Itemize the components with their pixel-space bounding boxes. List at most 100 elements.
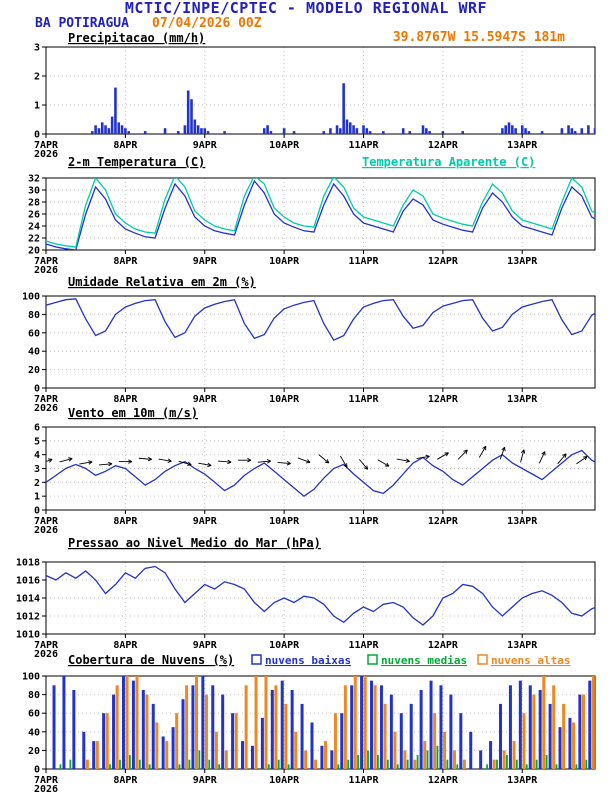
cloud-bar bbox=[224, 750, 228, 769]
wind-barb bbox=[138, 457, 152, 460]
x-tick-label: 9APR bbox=[193, 394, 218, 405]
x-tick-label: 8APR bbox=[113, 394, 138, 405]
cloud-bar bbox=[535, 759, 538, 769]
wind-barb-head bbox=[108, 461, 113, 465]
cloud-bar bbox=[185, 685, 189, 769]
wind-barb bbox=[59, 458, 73, 463]
precip-bar bbox=[352, 125, 355, 134]
wind-barb bbox=[538, 451, 546, 464]
wind-barb-head bbox=[247, 457, 252, 461]
wind-barb-head bbox=[207, 465, 212, 468]
x-year-label: 2026 bbox=[34, 149, 58, 160]
wind-barb-head bbox=[68, 457, 73, 459]
wind-barb bbox=[478, 446, 487, 458]
x-tick-label: 7APR bbox=[34, 394, 59, 405]
wind-barb-head bbox=[520, 449, 525, 454]
precip-bar bbox=[580, 128, 584, 134]
cloud-bar bbox=[211, 685, 215, 769]
cloud-bar bbox=[508, 685, 512, 769]
y-tick-label: 1018 bbox=[16, 558, 40, 569]
cloud-bar bbox=[581, 694, 585, 769]
cloud-bar bbox=[254, 676, 258, 769]
precip-bar bbox=[382, 131, 385, 134]
precip-bar bbox=[203, 128, 207, 134]
cloud-bar bbox=[214, 731, 218, 769]
precip-bar bbox=[524, 128, 527, 134]
x-tick-label: 12APR bbox=[428, 640, 459, 651]
cloud-bar bbox=[95, 741, 99, 769]
run-datetime: 07/04/2026 00Z bbox=[152, 16, 262, 31]
cloud-bar bbox=[330, 750, 334, 769]
wind-barb-head bbox=[562, 453, 567, 456]
precip-bar bbox=[124, 128, 127, 134]
cloud-bar bbox=[602, 685, 605, 769]
wind-barb bbox=[99, 463, 113, 466]
precip-bar bbox=[401, 128, 405, 134]
wind-barb bbox=[318, 454, 330, 464]
x-tick-label: 10APR bbox=[269, 394, 300, 405]
cloud-bar bbox=[320, 745, 324, 769]
precip-bar bbox=[362, 125, 365, 134]
wind-barb-head bbox=[88, 460, 93, 463]
cloud-bar bbox=[115, 685, 119, 769]
y-tick-label: 3 bbox=[34, 43, 40, 54]
cloud-bar bbox=[373, 685, 377, 769]
wind-barb-head bbox=[482, 445, 487, 449]
cloud-bar bbox=[399, 713, 403, 769]
cloud-bar bbox=[598, 685, 601, 769]
x-tick-label: 12APR bbox=[428, 775, 459, 786]
legend-label-2: nuvens altas bbox=[491, 654, 570, 667]
y-tick-label: 22 bbox=[28, 234, 40, 245]
precip-bar bbox=[514, 128, 517, 134]
x-tick-label: 11APR bbox=[348, 775, 379, 786]
precip-bar bbox=[117, 122, 121, 134]
cloud-bar bbox=[128, 755, 131, 769]
cloud-bar bbox=[379, 685, 383, 769]
cloud-bar bbox=[588, 680, 592, 769]
y-tick-label: 24 bbox=[28, 222, 40, 233]
wind-barb-head bbox=[128, 461, 133, 464]
wind-barb bbox=[218, 460, 232, 463]
wind-barb-head bbox=[167, 458, 172, 462]
cloud-bar bbox=[112, 694, 116, 769]
cloud-bar bbox=[357, 755, 359, 769]
cloud-bar bbox=[324, 741, 328, 769]
precip-bar bbox=[511, 125, 514, 134]
x-year-label: 2026 bbox=[34, 265, 58, 276]
wind-barb-head bbox=[187, 464, 192, 466]
wind-barb bbox=[297, 457, 311, 463]
precip-bar bbox=[593, 128, 595, 134]
wind-barb-head bbox=[207, 462, 212, 466]
x-tick-label: 11APR bbox=[348, 640, 379, 651]
y-tick-label: 100 bbox=[22, 672, 40, 683]
y-tick-label: 28 bbox=[28, 198, 40, 209]
cloud-bar bbox=[290, 689, 294, 769]
precip-bar bbox=[100, 122, 104, 134]
precip-bar bbox=[348, 122, 352, 134]
cloud-bar bbox=[502, 750, 506, 769]
cloud-bar bbox=[244, 685, 248, 769]
x-year-label: 2026 bbox=[34, 403, 58, 414]
precip-bar bbox=[329, 128, 332, 134]
x-tick-label: 13APR bbox=[507, 640, 538, 651]
cloud-bar bbox=[545, 755, 548, 769]
series-line bbox=[46, 178, 595, 248]
cloud-bar bbox=[446, 759, 449, 769]
y-tick-label: 0 bbox=[34, 384, 40, 395]
cloud-bar bbox=[267, 764, 270, 769]
precip-bar bbox=[355, 128, 359, 134]
cloud-bar bbox=[363, 676, 367, 769]
temperatura-2m-series bbox=[46, 178, 595, 250]
wind-barb bbox=[158, 458, 172, 462]
header-title: MCTIC/INPE/CPTEC - MODELO REGIONAL WRF bbox=[125, 0, 487, 17]
wind-barb-head bbox=[501, 446, 505, 451]
wind-barb-head bbox=[307, 459, 311, 463]
pressao-nivel-mar-series bbox=[46, 565, 595, 626]
wind-barb-head bbox=[286, 461, 291, 464]
cloud-bar bbox=[449, 694, 453, 769]
precip-bar bbox=[94, 125, 97, 134]
cloud-bar bbox=[188, 759, 191, 769]
wind-barb-head bbox=[564, 453, 567, 458]
cloud-bar bbox=[528, 685, 532, 769]
y-tick-label: 1012 bbox=[16, 612, 40, 623]
